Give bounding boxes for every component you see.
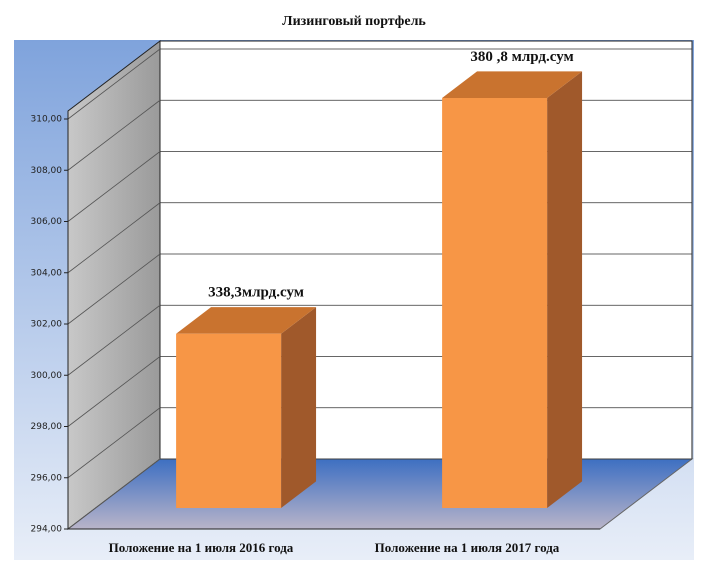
y-tick-label: 304,00 (31, 268, 63, 278)
annotation: 380 ,8 млрд.сум (470, 49, 573, 65)
grid-line (67, 99, 161, 171)
bar-side (281, 307, 317, 508)
floor (66, 458, 694, 530)
y-tick-label: 296,00 (31, 473, 63, 483)
x-tick-label: Положение на 1 июля 2016 года (109, 540, 294, 555)
y-tick-label: 294,00 (31, 525, 63, 535)
grid-line (67, 48, 161, 120)
x-tick-label: Положение на 1 июля 2017 года (375, 540, 560, 555)
bar (176, 333, 282, 508)
grid-line (67, 151, 161, 222)
grid-line (67, 202, 161, 274)
grid-line (67, 304, 161, 376)
grid-line (67, 458, 161, 530)
bar (442, 98, 548, 508)
y-tick-label: 308,00 (31, 166, 63, 176)
bar-top (442, 71, 583, 98)
y-tick-label: 300,00 (31, 371, 63, 381)
y-tick-label: 298,00 (31, 422, 63, 432)
grid-line (67, 407, 161, 479)
annotation: 338,3млрд.сум (208, 285, 304, 301)
y-tick-label: 310,00 (31, 115, 63, 125)
bar-top (176, 307, 317, 334)
left-wall (67, 39, 161, 531)
y-tick-label: 302,00 (31, 320, 63, 330)
y-tick-label: 306,00 (31, 217, 63, 227)
plot: 294,00 296,00 298,00 300,00 302,00 304,00 306,… (31, 39, 694, 555)
bar-side (547, 71, 583, 509)
grid-line (67, 253, 161, 325)
chart-title: Лизинговый портфель (282, 14, 426, 29)
grid-line (67, 356, 161, 427)
